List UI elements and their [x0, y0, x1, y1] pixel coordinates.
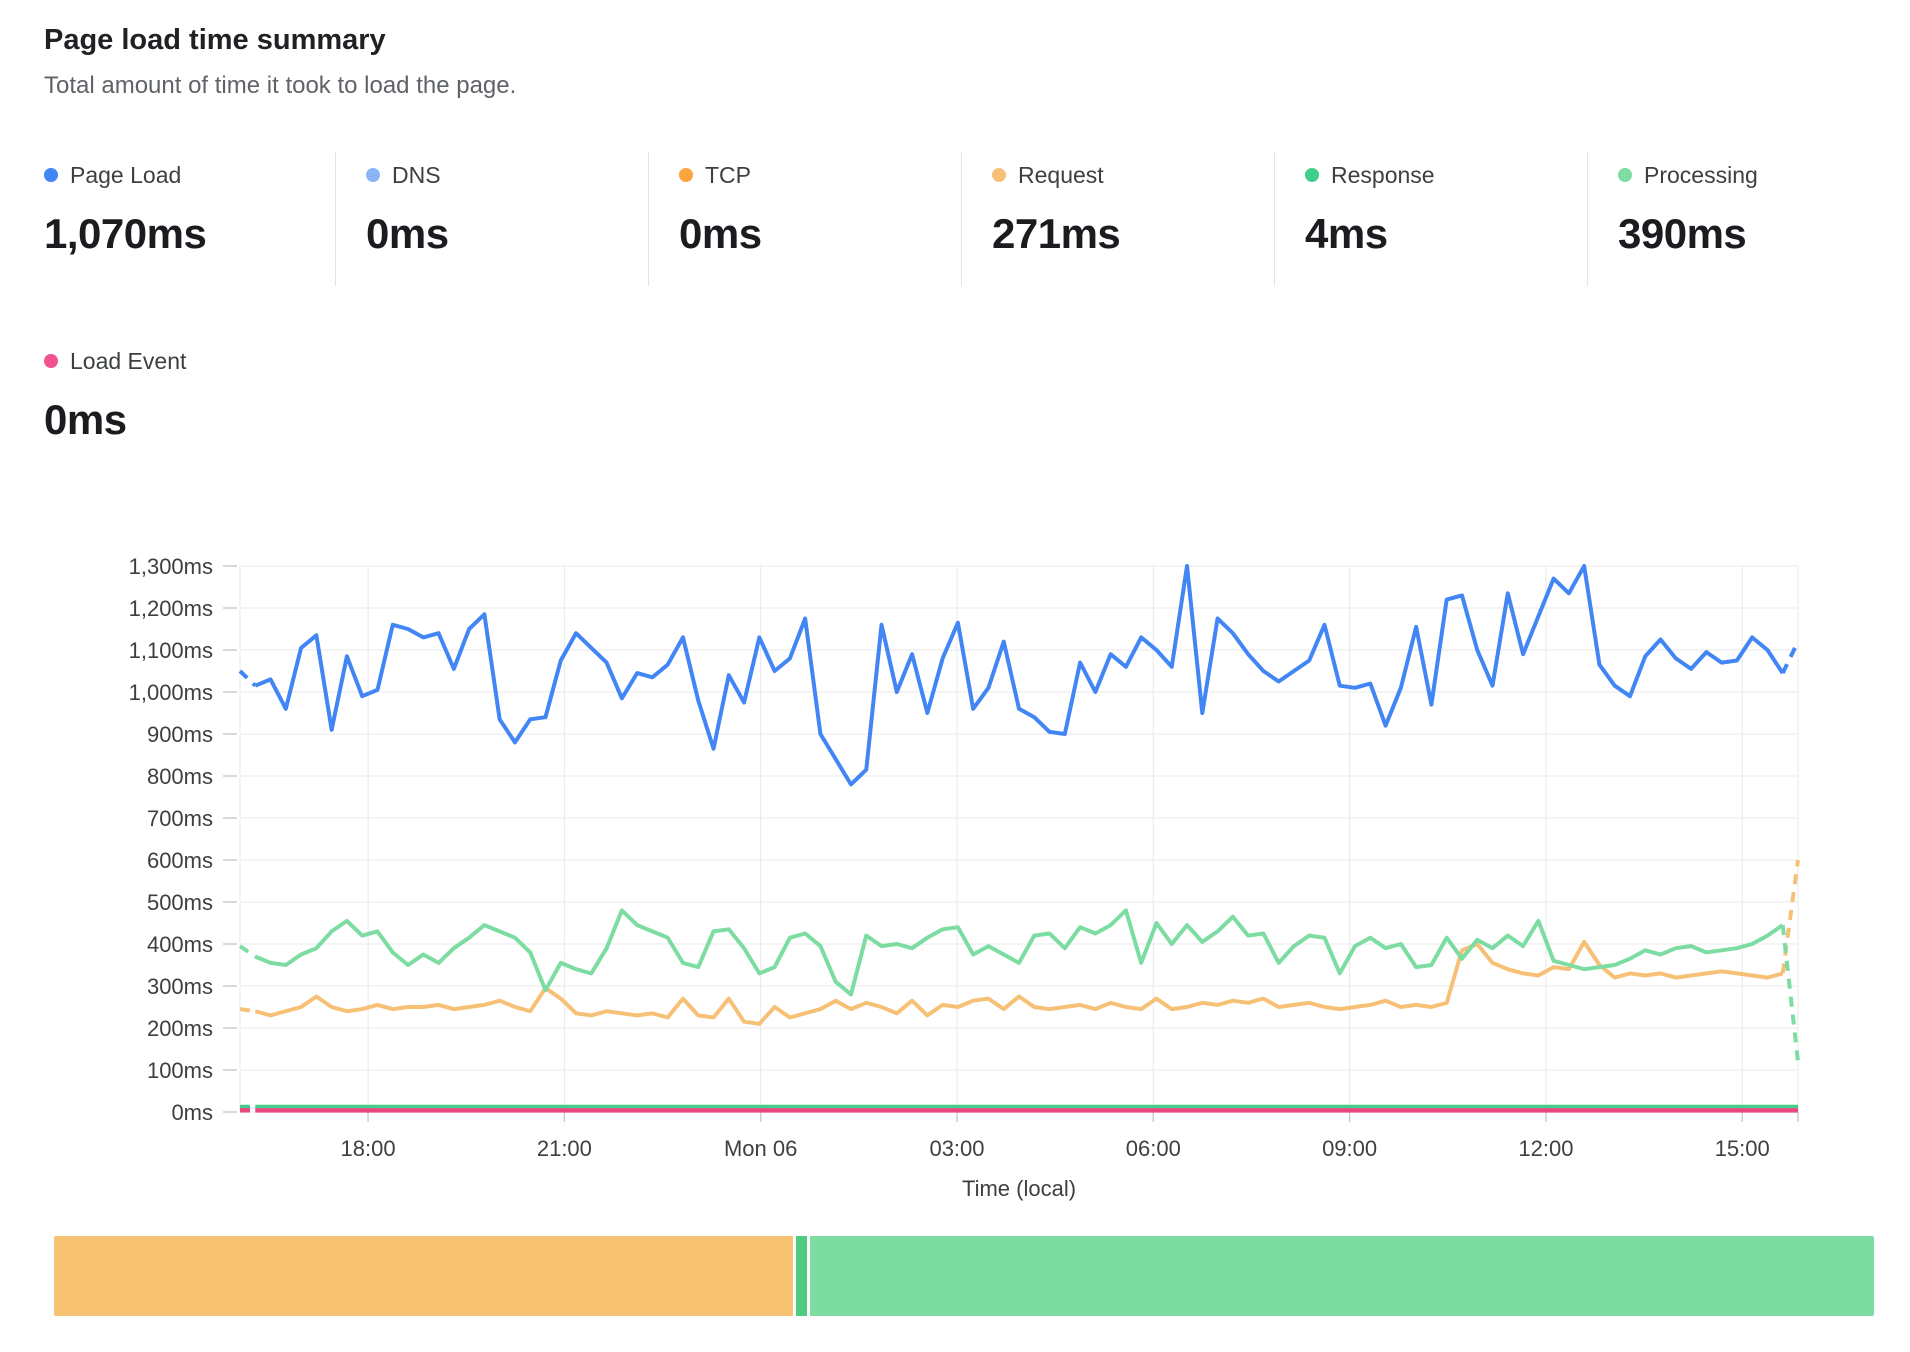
metric-label: Response	[1331, 161, 1435, 188]
page-load-legend-dot-icon	[44, 168, 58, 182]
svg-text:03:00: 03:00	[929, 1136, 984, 1161]
metric-legend: DNS	[366, 158, 648, 192]
svg-text:600ms: 600ms	[147, 848, 213, 873]
svg-text:1,000ms: 1,000ms	[129, 680, 213, 705]
metric-value: 4ms	[1305, 210, 1388, 257]
metric-legend: Page Load	[44, 158, 335, 192]
svg-text:1,100ms: 1,100ms	[129, 638, 213, 663]
svg-text:700ms: 700ms	[147, 806, 213, 831]
metric-value: 0ms	[366, 210, 449, 257]
svg-text:800ms: 800ms	[147, 764, 213, 789]
svg-text:18:00: 18:00	[341, 1136, 396, 1161]
svg-text:1,200ms: 1,200ms	[129, 596, 213, 621]
svg-text:200ms: 200ms	[147, 1016, 213, 1041]
metric-legend: Response	[1305, 158, 1587, 192]
metric-value: 390ms	[1618, 210, 1747, 257]
metric-label: Page Load	[70, 161, 182, 188]
svg-text:21:00: 21:00	[537, 1136, 592, 1161]
svg-text:0ms: 0ms	[171, 1100, 213, 1125]
svg-text:400ms: 400ms	[147, 932, 213, 957]
metric-label: TCP	[705, 161, 751, 188]
svg-text:300ms: 300ms	[147, 974, 213, 999]
svg-text:900ms: 900ms	[147, 722, 213, 747]
svg-text:09:00: 09:00	[1322, 1136, 1377, 1161]
svg-text:06:00: 06:00	[1126, 1136, 1181, 1161]
metric-label: DNS	[392, 161, 441, 188]
metric-label: Load Event	[70, 347, 187, 374]
metric-label: Request	[1018, 161, 1104, 188]
svg-text:Mon 06: Mon 06	[724, 1136, 797, 1161]
processing-legend-dot-icon	[1618, 168, 1632, 182]
tcp-legend-dot-icon	[679, 168, 693, 182]
svg-text:Time (local): Time (local)	[962, 1176, 1076, 1201]
svg-text:500ms: 500ms	[147, 890, 213, 915]
metric-legend: Load Event	[44, 344, 186, 378]
metric-value: 1,070ms	[44, 210, 207, 257]
metric-legend: Request	[992, 158, 1274, 192]
metric-dns[interactable]: DNS 0ms	[335, 152, 648, 286]
metric-processing[interactable]: Processing 390ms	[1587, 152, 1900, 286]
page-title: Page load time summary	[44, 24, 386, 56]
bar-segment-response	[796, 1236, 808, 1316]
metrics-legend-row: Page Load 1,070ms DNS 0ms TCP 0ms Reques…	[44, 152, 1900, 286]
svg-text:100ms: 100ms	[147, 1058, 213, 1083]
bar-segment-request	[54, 1236, 794, 1316]
load-time-chart[interactable]: 0ms 100ms 200ms 300ms 400ms 500ms 600ms 700ms 80…	[0, 540, 1910, 1240]
metric-load-event[interactable]: Load Event 0ms	[44, 338, 186, 444]
metric-value: 271ms	[992, 210, 1121, 257]
metric-legend: TCP	[679, 158, 961, 192]
svg-text:15:00: 15:00	[1715, 1136, 1770, 1161]
timing-breakdown-bar	[54, 1236, 1874, 1316]
request-legend-dot-icon	[992, 168, 1006, 182]
metric-request[interactable]: Request 271ms	[961, 152, 1274, 286]
dns-legend-dot-icon	[366, 168, 380, 182]
bar-segment-processing	[810, 1236, 1874, 1316]
metric-page-load[interactable]: Page Load 1,070ms	[44, 152, 335, 286]
page-subtitle: Total amount of time it took to load the…	[44, 72, 517, 99]
svg-text:12:00: 12:00	[1518, 1136, 1573, 1161]
metric-response[interactable]: Response 4ms	[1274, 152, 1587, 286]
metric-legend: Processing	[1618, 158, 1900, 192]
line-chart-canvas[interactable]: 0ms 100ms 200ms 300ms 400ms 500ms 600ms 700ms 80…	[0, 540, 1910, 1240]
metric-value: 0ms	[44, 396, 127, 443]
load-event-legend-dot-icon	[44, 354, 58, 368]
metric-label: Processing	[1644, 161, 1758, 188]
svg-text:1,300ms: 1,300ms	[129, 554, 213, 579]
response-legend-dot-icon	[1305, 168, 1319, 182]
metric-value: 0ms	[679, 210, 762, 257]
metric-tcp[interactable]: TCP 0ms	[648, 152, 961, 286]
load-event-row: Load Event 0ms	[44, 338, 186, 444]
